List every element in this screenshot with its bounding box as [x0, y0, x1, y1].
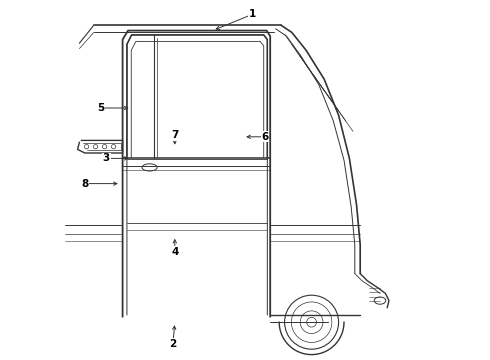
Text: 1: 1: [248, 9, 256, 19]
Text: 3: 3: [103, 153, 110, 163]
Text: 4: 4: [171, 247, 178, 257]
Text: 5: 5: [98, 103, 105, 113]
Text: 2: 2: [170, 339, 176, 349]
Text: 6: 6: [261, 132, 269, 142]
Text: 8: 8: [81, 179, 88, 189]
Text: 7: 7: [171, 130, 178, 140]
